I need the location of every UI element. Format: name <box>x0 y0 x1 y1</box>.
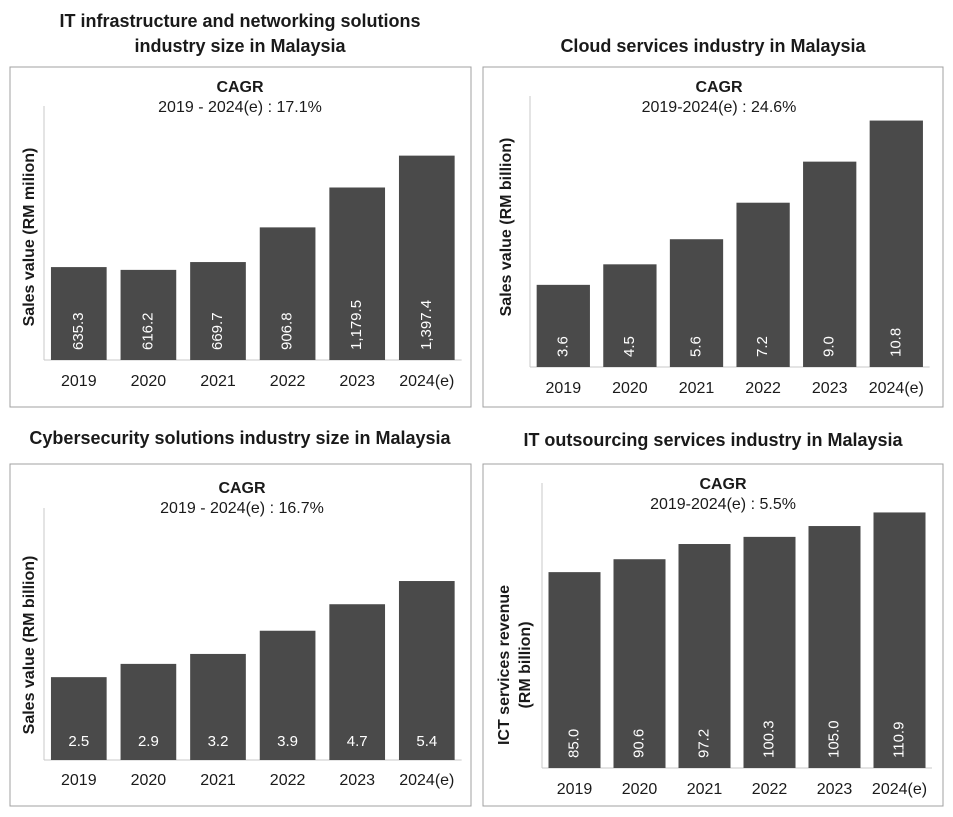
chart-title: IT infrastructure and networking solutio… <box>59 11 421 56</box>
data-label: 105.0 <box>825 720 842 758</box>
bar <box>398 155 455 360</box>
cagr-text: 2019 - 2024(e) : 17.1% <box>158 99 322 116</box>
x-tick-label: 2022 <box>745 380 781 397</box>
x-tick-label: 2024(e) <box>399 373 454 390</box>
x-tick-label: 2019 <box>557 781 593 798</box>
bar <box>190 262 246 360</box>
x-tick-label: 2020 <box>612 380 648 397</box>
data-label: 100.3 <box>760 720 777 758</box>
cagr-text: 2019-2024(e) : 24.6% <box>642 99 797 116</box>
bar <box>669 239 724 367</box>
data-label: 4.5 <box>621 336 638 357</box>
x-tick-label: 2019 <box>61 373 97 390</box>
cagr-heading: CAGR <box>218 480 266 497</box>
y-axis-label: Sales value (RM billion) <box>498 138 515 317</box>
data-label: 3.6 <box>554 336 571 357</box>
x-tick-label: 2024(e) <box>399 772 454 789</box>
x-tick-label: 2021 <box>687 781 723 798</box>
y-axis-label: ICT services revenue <box>496 585 513 745</box>
bar <box>736 202 790 367</box>
cagr-text: 2019-2024(e) : 5.5% <box>650 496 796 513</box>
bar <box>120 269 177 360</box>
cagr-heading: CAGR <box>216 79 264 96</box>
data-label: 3.9 <box>277 733 298 750</box>
data-label: 2.9 <box>138 733 159 750</box>
x-tick-label: 2021 <box>200 373 236 390</box>
bar <box>603 264 657 367</box>
data-label: 90.6 <box>630 729 647 758</box>
data-label: 2.5 <box>68 733 89 750</box>
bar <box>743 536 796 768</box>
data-label: 97.2 <box>695 729 712 758</box>
y-axis-label: Sales value (RM milion) <box>21 148 38 327</box>
data-label: 906.8 <box>279 312 296 350</box>
bar <box>50 267 107 360</box>
chart-title: IT outsourcing services industry in Mala… <box>523 430 903 450</box>
x-tick-label: 2019 <box>546 380 582 397</box>
bar <box>398 581 455 760</box>
chart-title: Cloud services industry in Malaysia <box>560 36 866 56</box>
cagr-heading: CAGR <box>699 476 747 493</box>
chart-title: Cybersecurity solutions industry size in… <box>29 428 451 448</box>
x-tick-label: 2020 <box>131 373 167 390</box>
x-tick-label: 2020 <box>622 781 658 798</box>
panel-frame <box>9 66 472 408</box>
bar <box>873 512 926 768</box>
panel-frame <box>482 463 944 807</box>
x-tick-label: 2024(e) <box>872 781 927 798</box>
x-tick-label: 2023 <box>817 781 853 798</box>
bar <box>329 604 386 760</box>
data-label: 7.2 <box>754 336 771 357</box>
cagr-heading: CAGR <box>695 79 743 96</box>
data-label: 1,179.5 <box>348 300 365 350</box>
data-label: 1,397.4 <box>418 300 435 350</box>
bar <box>120 663 177 760</box>
data-label: 85.0 <box>565 729 582 758</box>
x-tick-label: 2021 <box>200 772 236 789</box>
panel-frame <box>482 66 944 408</box>
x-tick-label: 2023 <box>339 772 375 789</box>
bar <box>613 559 666 768</box>
x-tick-label: 2021 <box>679 380 715 397</box>
y-axis-label: Sales value (RM billion) <box>21 556 38 735</box>
data-label: 9.0 <box>821 336 838 357</box>
data-label: 635.3 <box>70 312 87 350</box>
bar <box>678 544 731 768</box>
panel-frame <box>9 463 472 807</box>
data-label: 616.2 <box>139 312 156 350</box>
data-label: 669.7 <box>209 312 226 350</box>
bar <box>329 187 386 360</box>
bar <box>259 630 316 760</box>
bar <box>869 120 923 368</box>
cagr-text: 2019 - 2024(e) : 16.7% <box>160 500 324 517</box>
bar <box>548 572 601 768</box>
data-label: 10.8 <box>887 328 904 357</box>
data-label: 110.9 <box>890 722 907 758</box>
data-label: 4.7 <box>347 733 368 750</box>
x-tick-label: 2023 <box>339 373 375 390</box>
x-tick-label: 2024(e) <box>869 380 924 397</box>
bar <box>803 161 857 367</box>
x-tick-label: 2022 <box>752 781 788 798</box>
x-tick-label: 2019 <box>61 772 97 789</box>
x-tick-label: 2020 <box>131 772 167 789</box>
bar <box>50 677 107 760</box>
bar <box>808 526 861 768</box>
data-label: 5.6 <box>687 336 704 357</box>
x-tick-label: 2023 <box>812 380 848 397</box>
data-label: 5.4 <box>416 733 437 750</box>
data-label: 3.2 <box>208 733 229 750</box>
x-tick-label: 2022 <box>270 373 306 390</box>
bar <box>190 653 246 760</box>
bar <box>259 227 316 360</box>
x-tick-label: 2022 <box>270 772 306 789</box>
y-axis-label: (RM billion) <box>517 621 534 708</box>
bar <box>536 284 590 367</box>
